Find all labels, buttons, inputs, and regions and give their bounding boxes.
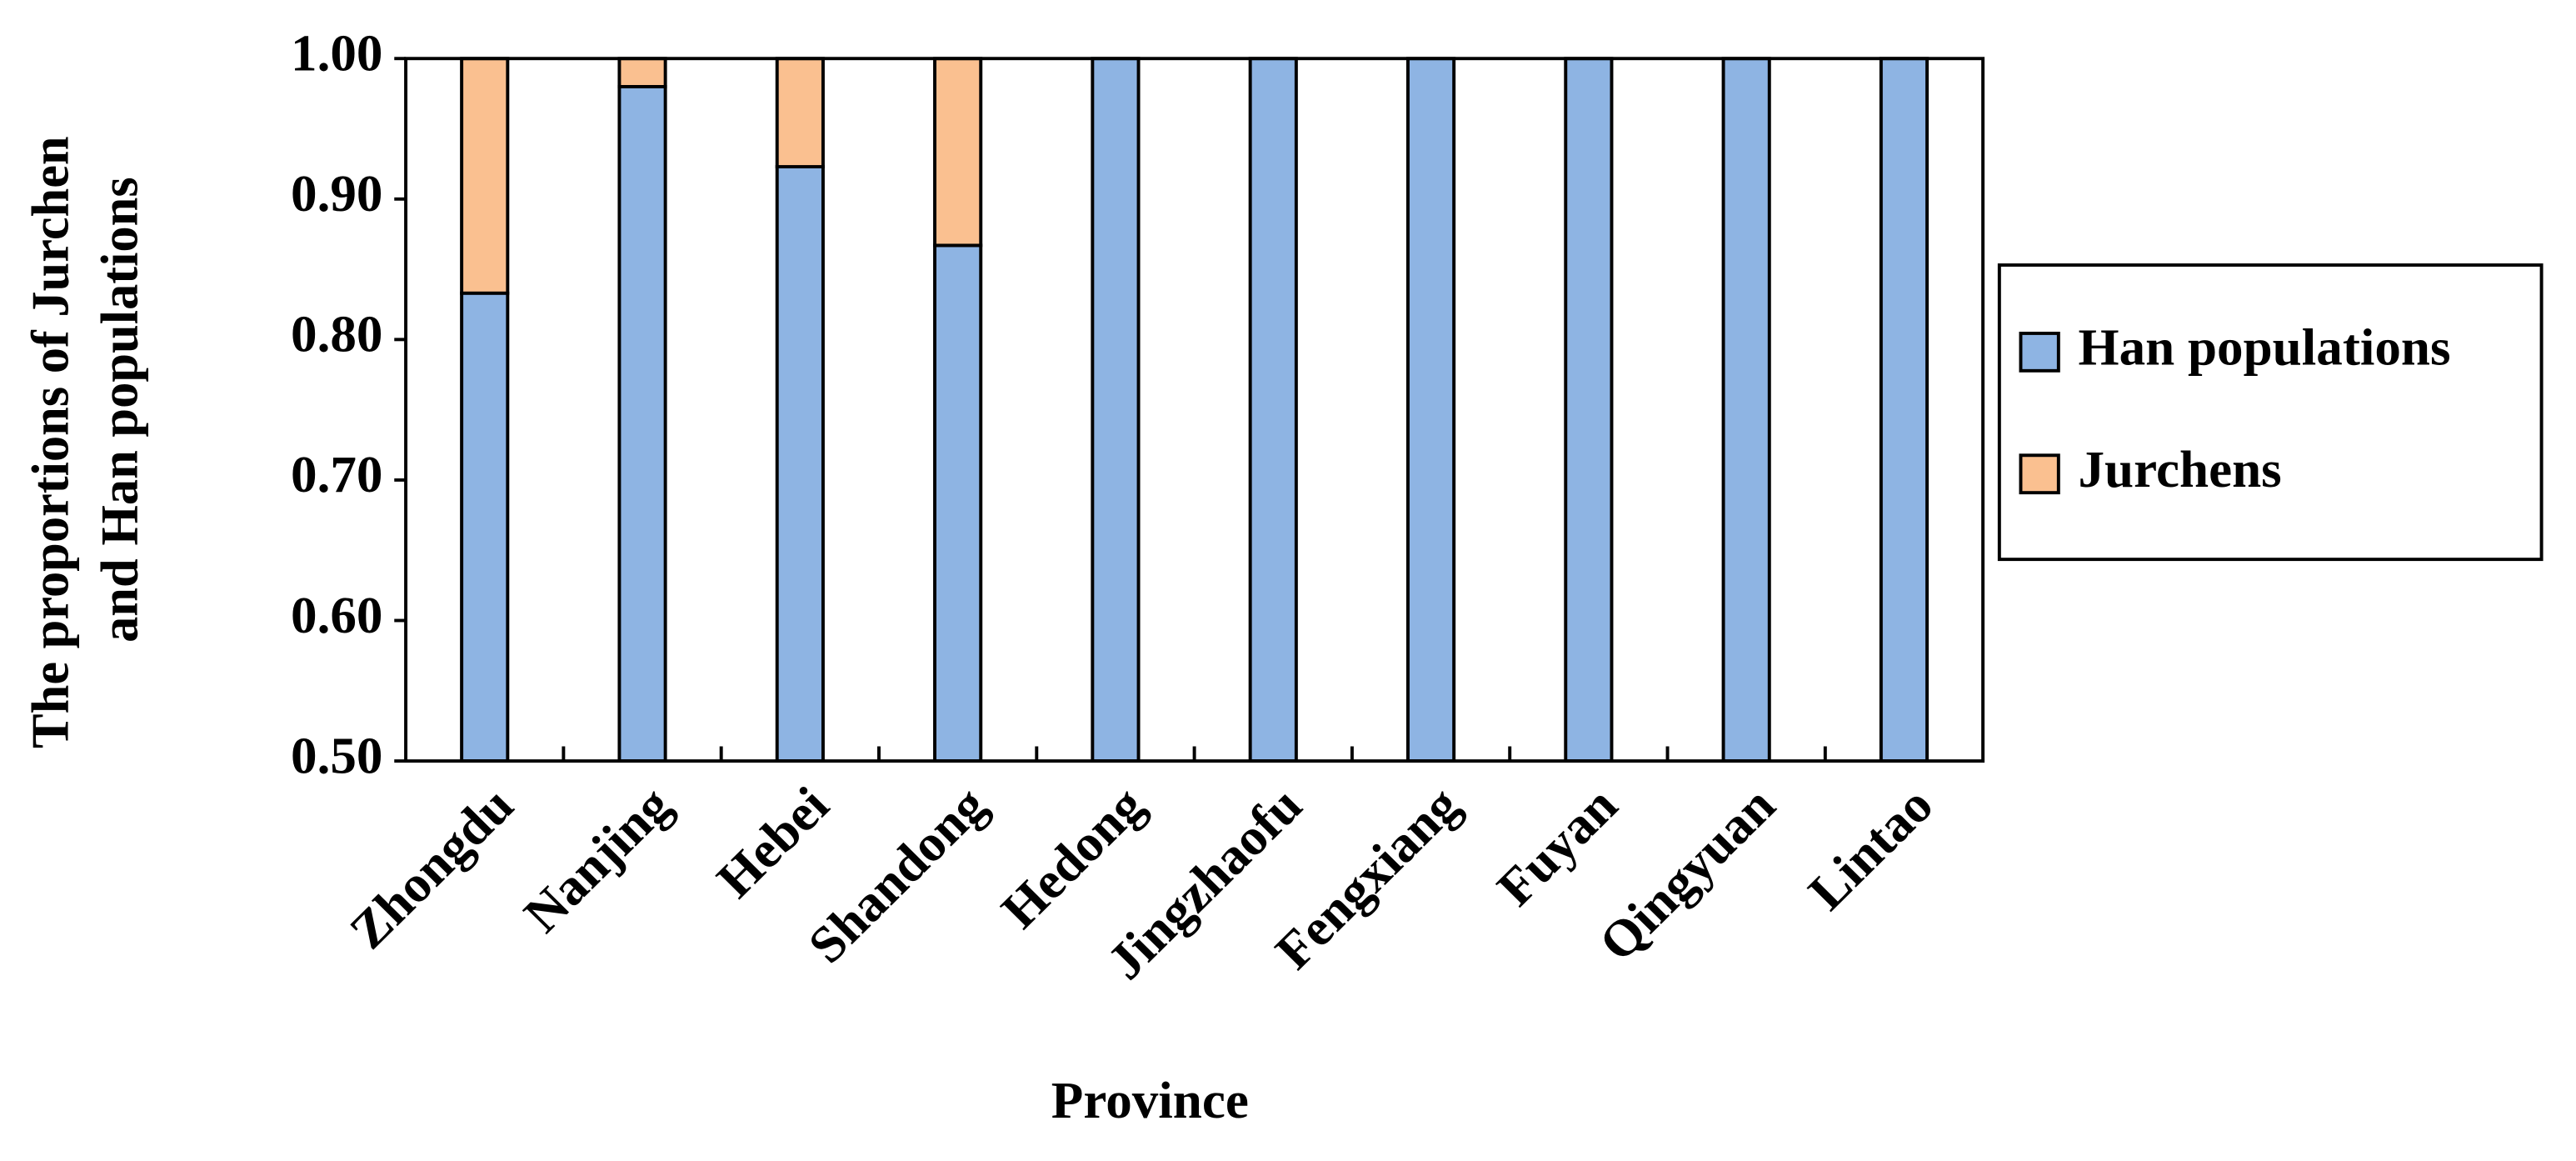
bar-segment <box>1564 57 1614 763</box>
bar-segment <box>775 165 825 763</box>
y-axis-title: The proportions of Jurchen <box>21 136 79 748</box>
bar-segment <box>933 243 983 763</box>
bar-segment <box>617 57 667 88</box>
x-tick-label: Lintao <box>1797 776 1944 921</box>
y-tick-label: 0.70 <box>291 446 382 504</box>
bar-segment <box>1879 57 1930 763</box>
y-tick-label: 1.00 <box>291 24 382 83</box>
bar-segment <box>460 291 510 763</box>
y-tick-label: 0.60 <box>291 586 382 644</box>
legend-box <box>1997 263 2544 562</box>
y-tick-label: 0.90 <box>291 164 382 223</box>
legend-swatch <box>2019 453 2060 495</box>
bar-segment <box>1405 57 1456 763</box>
y-axis-title: and Han populations <box>90 177 148 643</box>
bar-segment <box>460 57 510 295</box>
y-tick-label: 0.50 <box>291 727 382 785</box>
bar-segment <box>1248 57 1298 763</box>
legend-label: Han populations <box>2079 318 2451 377</box>
bar-segment <box>1721 57 1771 763</box>
x-tick-label: Nanjing <box>512 776 681 943</box>
legend-swatch <box>2019 332 2060 373</box>
x-tick-label: Fuyan <box>1485 776 1628 917</box>
x-tick-label: Zhongdu <box>338 776 524 960</box>
bar-segment <box>933 57 983 248</box>
x-tick-label: Hebei <box>706 776 840 909</box>
y-tick-label: 0.80 <box>291 305 382 363</box>
bar-segment <box>775 57 825 168</box>
bar-segment <box>617 84 667 763</box>
bar-segment <box>1091 57 1141 763</box>
x-axis-title: Province <box>1051 1071 1249 1129</box>
plot-frame <box>404 57 1985 763</box>
legend-label: Jurchens <box>2079 440 2282 498</box>
